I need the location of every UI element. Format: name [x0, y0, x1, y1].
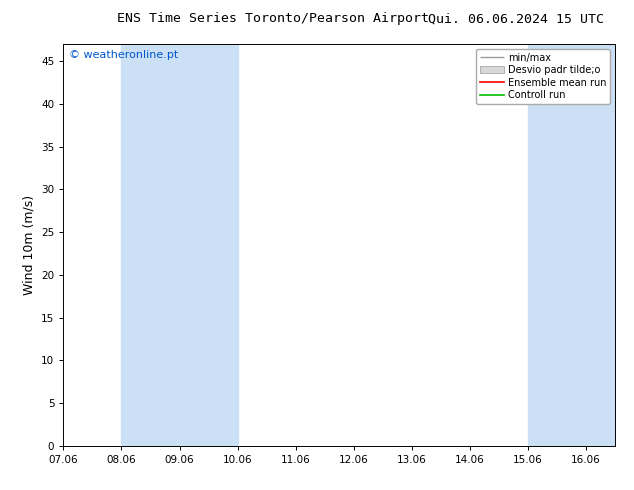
Text: © weatheronline.pt: © weatheronline.pt — [69, 50, 178, 60]
Y-axis label: Wind 10m (m/s): Wind 10m (m/s) — [23, 195, 36, 295]
Text: ENS Time Series Toronto/Pearson Airport: ENS Time Series Toronto/Pearson Airport — [117, 12, 429, 25]
Text: Qui. 06.06.2024 15 UTC: Qui. 06.06.2024 15 UTC — [428, 12, 604, 25]
Legend: min/max, Desvio padr tilde;o, Ensemble mean run, Controll run: min/max, Desvio padr tilde;o, Ensemble m… — [476, 49, 610, 104]
Bar — [122, 44, 238, 446]
Bar — [586, 44, 615, 446]
Bar — [528, 44, 586, 446]
